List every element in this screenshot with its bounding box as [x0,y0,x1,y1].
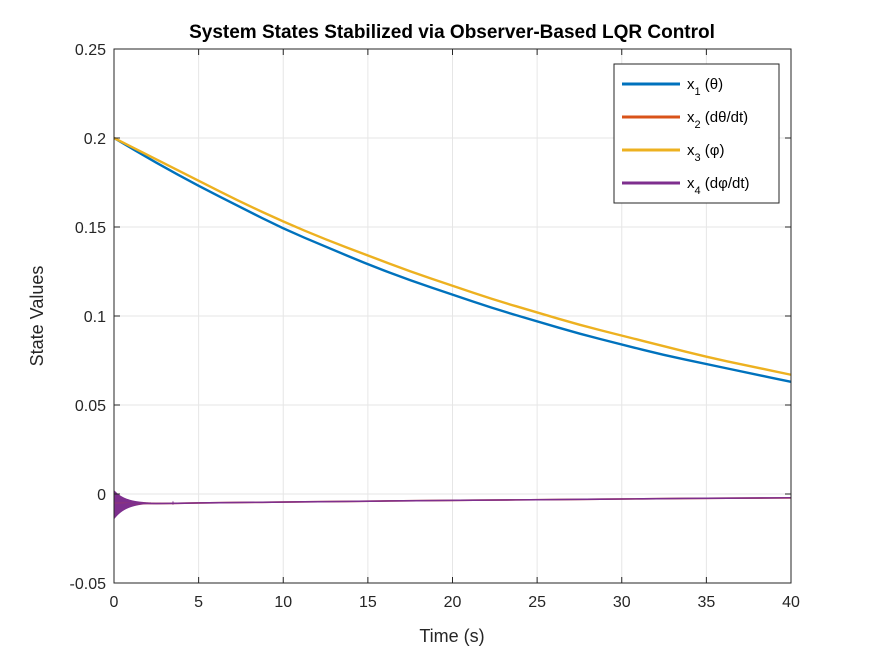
y-tick-label: 0.25 [75,42,106,59]
x-tick-label: 20 [444,594,462,611]
y-tick-labels: -0.05 0 0.05 0.1 0.15 0.2 0.25 [70,42,107,593]
x-axis-label: Time (s) [419,626,484,646]
y-tick-label: 0 [97,487,106,504]
legend-label-x2: x2 (dθ/dt) [687,109,748,131]
series-line-x4 [113,496,792,505]
x-tick-label: 30 [613,594,631,611]
legend-label-x1: x1 (θ) [687,76,723,98]
y-tick-label: 0.2 [84,131,106,148]
x-tick-label: 35 [697,594,715,611]
legend-box [613,63,780,204]
y-tick-label: 0.15 [75,220,106,237]
x-tick-label: 0 [110,594,119,611]
series-line-x1 [113,136,792,384]
axis-ticks [113,48,792,584]
x-tick-label: 15 [359,594,377,611]
y-tick-label: 0.1 [84,309,106,326]
x-tick-label: 25 [528,594,546,611]
y-tick-label: 0.05 [75,398,106,415]
x-tick-label: 40 [782,594,800,611]
series-line-x3 [113,136,792,376]
legend: x1 (θ) x2 (dθ/dt) x3 (φ) x4 (dφ/dt) [613,63,780,204]
y-axis-label: State Values [27,266,47,367]
x-tick-labels: 0 5 10 15 20 25 30 35 40 [110,594,800,611]
series-lines [113,136,792,505]
legend-label-x4: x4 (dφ/dt) [687,175,750,197]
x-tick-label: 5 [194,594,203,611]
legend-label-x3: x3 (φ) [687,142,725,164]
chart-title: System States Stabilized via Observer-Ba… [189,22,715,43]
x-tick-label: 10 [274,594,292,611]
y-tick-label: -0.05 [70,576,107,593]
